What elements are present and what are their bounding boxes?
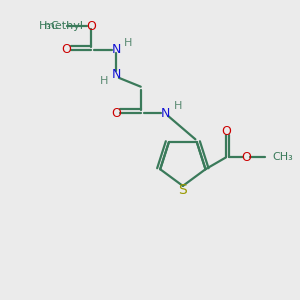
Text: H: H [173, 101, 182, 111]
Text: O: O [241, 151, 251, 164]
Text: O: O [221, 125, 231, 138]
Text: O: O [62, 44, 72, 56]
Text: S: S [178, 183, 187, 197]
Text: H: H [124, 38, 132, 47]
Text: N: N [161, 107, 170, 120]
Text: H: H [100, 76, 108, 86]
Text: methyl: methyl [44, 21, 83, 31]
Text: CH₃: CH₃ [272, 152, 293, 163]
Text: N: N [111, 44, 121, 56]
Text: O: O [86, 20, 96, 33]
Text: H₃C: H₃C [39, 21, 59, 31]
Text: O: O [111, 107, 121, 120]
Text: N: N [111, 68, 121, 81]
